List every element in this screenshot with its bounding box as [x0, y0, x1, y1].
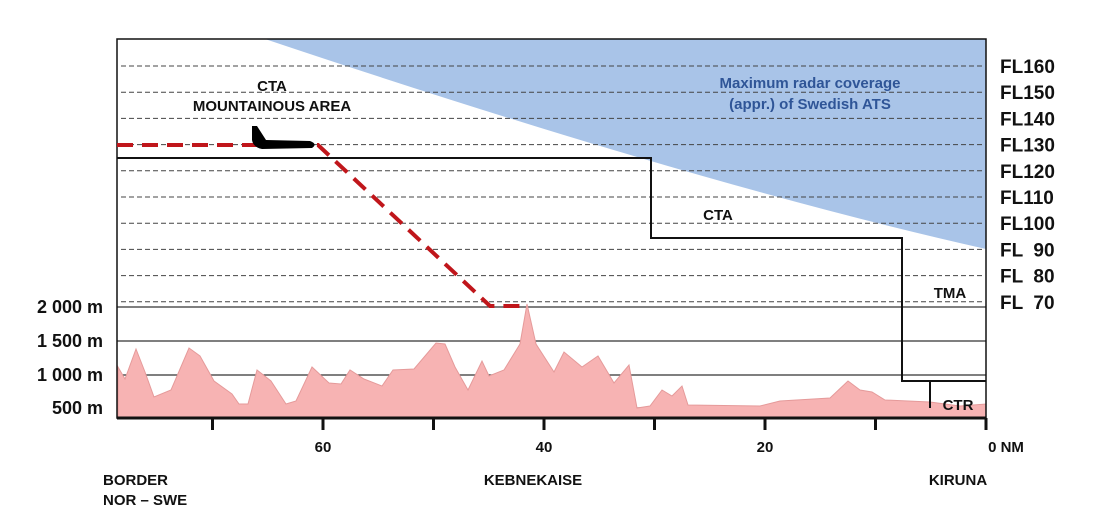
fl-label: FL120 [1000, 162, 1055, 183]
altitude-label: 1 000 m [37, 365, 103, 385]
radar-coverage-label-2: (appr.) of Swedish ATS [729, 96, 891, 113]
cta-mountain-label: CTA [257, 78, 287, 95]
terrain-profile [117, 303, 987, 419]
ctr-label: CTR [943, 397, 974, 414]
fl-label: FL100 [1000, 214, 1055, 235]
distance-label: 40 [536, 439, 553, 456]
fl-label: FL130 [1000, 136, 1055, 157]
radar-coverage-area [265, 39, 986, 249]
distance-label: 0 NM [988, 439, 1024, 456]
border-label-2: NOR – SWE [103, 492, 187, 509]
airspace-boundary [117, 157, 986, 382]
altitude-labels: 2 000 m 1 500 m 1 000 m 500 m [37, 297, 103, 418]
distance-label: 20 [757, 439, 774, 456]
tma-label: TMA [934, 285, 967, 302]
x-axis-ticks [211, 418, 988, 430]
aircraft-icon [252, 126, 315, 149]
fl-label: FL 70 [1000, 293, 1055, 314]
altitude-label: 1 500 m [37, 331, 103, 351]
cta-mountain-label-2: MOUNTAINOUS AREA [193, 98, 351, 115]
fl-label: FL110 [1000, 188, 1054, 209]
distance-label: 60 [315, 439, 332, 456]
fl-label: FL 80 [1000, 267, 1055, 288]
cta-label: CTA [703, 207, 733, 224]
distance-labels: 60 40 20 0 NM [315, 439, 1024, 456]
kebnekaise-label: KEBNEKAISE [484, 472, 582, 489]
border-label: BORDER [103, 472, 168, 489]
fl-label: FL140 [1000, 109, 1055, 130]
descent-route [117, 143, 527, 308]
altitude-label: 500 m [52, 398, 103, 418]
fl-label: FL 90 [1000, 240, 1055, 261]
altitude-label: 2 000 m [37, 297, 103, 317]
radar-coverage-label: Maximum radar coverage [720, 75, 901, 92]
flight-level-labels: FL160 FL150 FL140 FL130 FL120 FL110 FL100 FL 90… [1000, 57, 1055, 314]
kiruna-label: KIRUNA [929, 472, 987, 489]
fl-label: FL160 [1000, 57, 1055, 78]
fl-label: FL150 [1000, 83, 1055, 104]
